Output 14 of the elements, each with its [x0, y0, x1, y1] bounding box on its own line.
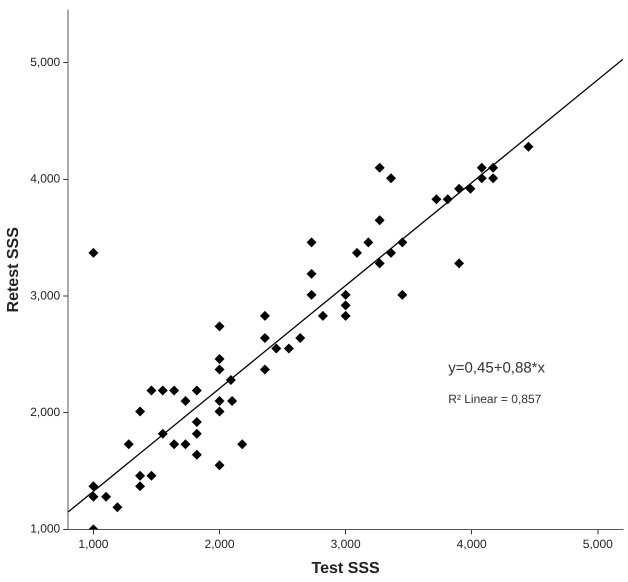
y-axis-title: Retest SSS	[5, 226, 22, 312]
x-tick-label: 2,000	[204, 536, 235, 551]
annotation: R² Linear = 0,857	[448, 392, 542, 406]
y-tick-label: 2,000	[30, 405, 61, 420]
x-tick-label: 5,000	[582, 536, 614, 551]
y-tick-label: 5,000	[30, 55, 61, 70]
y-tick-label: 4,000	[30, 172, 61, 186]
y-tick-label: 1,000	[30, 522, 61, 536]
x-tick-label: 4,000	[456, 536, 488, 551]
x-tick-label: 1,000	[78, 536, 109, 551]
y-tick-label: 3,000	[30, 288, 61, 302]
x-axis-title: Test SSS	[312, 560, 380, 577]
x-tick-label: 3,000	[330, 536, 361, 551]
annotation: y=0,45+0,88*x	[448, 360, 546, 377]
